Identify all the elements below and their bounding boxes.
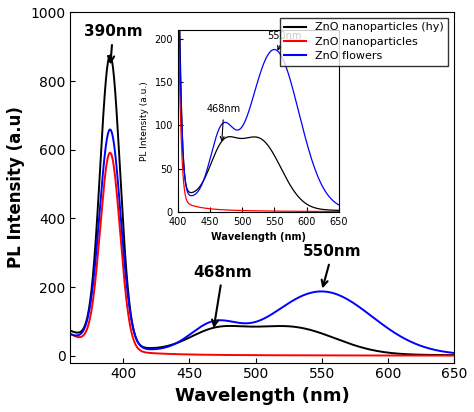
Text: 550nm: 550nm <box>303 244 362 286</box>
Text: 390nm: 390nm <box>84 24 142 62</box>
Y-axis label: PL Intensity (a.u): PL Intensity (a.u) <box>7 107 25 269</box>
Legend: ZnO nanoparticles (hy), ZnO nanoparticles, ZnO flowers: ZnO nanoparticles (hy), ZnO nanoparticle… <box>280 18 448 66</box>
Text: 468nm: 468nm <box>193 265 252 326</box>
X-axis label: Wavelength (nm): Wavelength (nm) <box>175 387 349 405</box>
